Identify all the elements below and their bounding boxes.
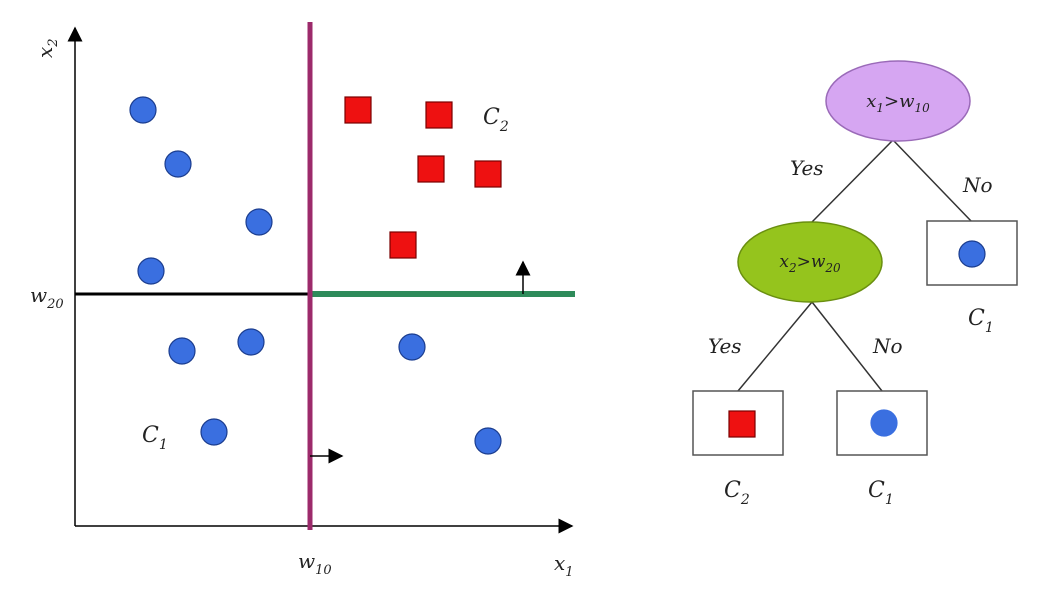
inner-yes-label: Yes	[708, 334, 742, 358]
leaf-right-circle	[958, 240, 986, 268]
class2-label: C2	[483, 105, 509, 135]
circle-point	[168, 337, 196, 365]
circle-point	[474, 427, 502, 455]
circle-point	[398, 333, 426, 361]
class1-points	[129, 96, 502, 455]
root-yes-label: Yes	[790, 156, 824, 180]
circle-point	[237, 328, 265, 356]
leaf-right-label: C1	[968, 306, 994, 336]
edge-root-no	[892, 139, 973, 223]
y-axis-label: x2	[33, 38, 61, 58]
square-point	[344, 96, 372, 124]
w10-label: w10	[298, 549, 332, 578]
square-point	[389, 231, 417, 259]
root-node	[825, 60, 971, 142]
scatter-plot: x2 x1 w20 w10 C1 C2	[30, 22, 575, 580]
inner-node	[737, 221, 883, 303]
circle-point	[129, 96, 157, 124]
x-axis-label: x1	[554, 551, 574, 580]
leaf-ll-square	[728, 410, 756, 438]
decision-tree: x1>w10 x2>w20 Yes No Yes No C1 C2 C1	[692, 60, 1018, 508]
circle-point	[200, 418, 228, 446]
square-point	[474, 160, 502, 188]
class2-points	[344, 96, 502, 259]
edge-inner-no	[811, 301, 883, 392]
inner-node-label: x2>w20	[779, 252, 841, 275]
leaf-right-box	[926, 220, 1018, 286]
root-no-label: No	[962, 173, 993, 197]
inner-no-label: No	[872, 334, 903, 358]
edge-inner-yes	[737, 301, 813, 392]
leaf-ll-label: C2	[724, 478, 750, 508]
root-node-label: x1>w10	[866, 91, 930, 115]
leaf-lr-circle	[870, 409, 898, 437]
circle-point	[164, 150, 192, 178]
square-point	[417, 155, 445, 183]
circle-point	[137, 257, 165, 285]
class1-label: C1	[142, 423, 168, 453]
leaf-lr-label: C1	[868, 478, 894, 508]
square-point	[425, 101, 453, 129]
edge-root-yes	[811, 139, 894, 223]
circle-point	[245, 208, 273, 236]
w20-label: w20	[30, 283, 64, 312]
